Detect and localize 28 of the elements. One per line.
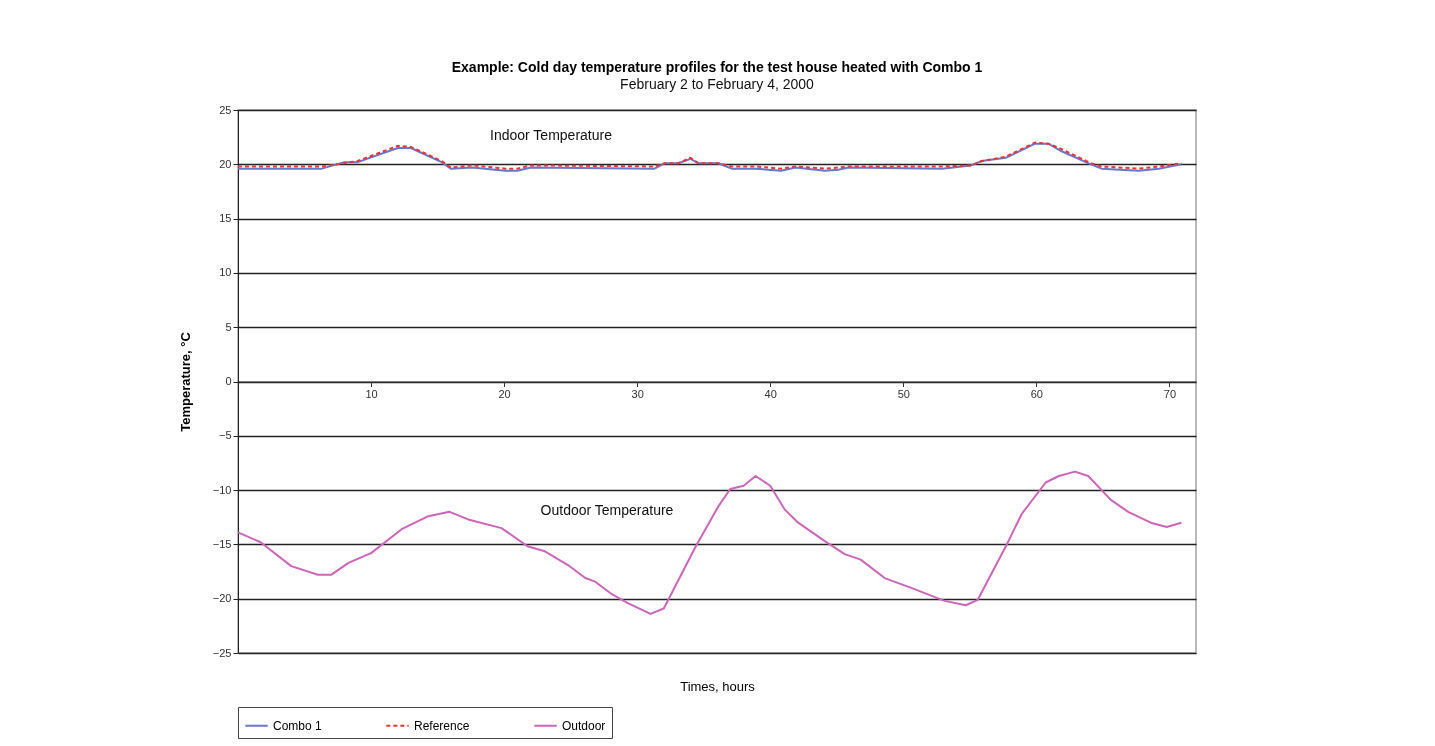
y-tick-label: 5 xyxy=(225,320,232,333)
chart-subtitle: February 2 to February 4, 2000 xyxy=(620,76,815,92)
y-tick-label: −10 xyxy=(212,483,232,496)
y-tick-label: −20 xyxy=(212,592,232,605)
x-tick-label: 60 xyxy=(1030,388,1043,400)
y-axis-title: Temperature, °C xyxy=(177,331,193,432)
chart-title: Example: Cold day temperature profiles for the test house heated with Combo 1 xyxy=(451,59,983,75)
x-tick-label: 10 xyxy=(365,388,378,400)
x-tick-label: 20 xyxy=(498,388,511,400)
x-tick-label: 30 xyxy=(631,388,644,400)
annotation: Indoor Temperature xyxy=(490,127,613,143)
y-tick-label: 10 xyxy=(219,266,232,279)
x-tick-label: 40 xyxy=(764,388,777,400)
y-tick-label: −5 xyxy=(218,429,232,442)
y-tick-label: −15 xyxy=(212,537,232,550)
legend-label: Outdoor xyxy=(562,718,606,733)
x-tick-label: 50 xyxy=(897,388,910,400)
annotation: Outdoor Temperature xyxy=(540,502,674,518)
y-tick-label: −25 xyxy=(212,646,232,659)
y-tick-label: 25 xyxy=(219,103,232,116)
y-tick-label: 15 xyxy=(219,212,232,225)
legend-label: Combo 1 xyxy=(273,718,323,733)
x-tick-label: 70 xyxy=(1163,388,1177,400)
y-tick-label: 20 xyxy=(219,157,232,170)
x-axis-title: Times, hours xyxy=(680,678,756,694)
legend-label: Reference xyxy=(414,718,470,733)
y-tick-label: 0 xyxy=(225,375,232,387)
line-series xyxy=(237,470,1183,615)
